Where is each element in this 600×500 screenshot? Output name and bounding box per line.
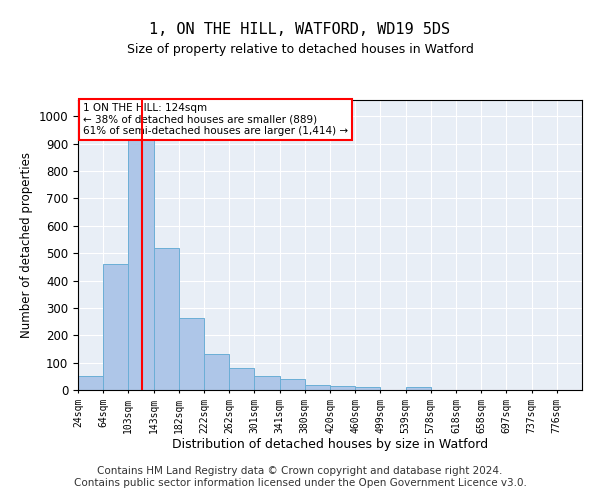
Bar xyxy=(229,368,254,390)
Bar xyxy=(330,386,355,390)
Bar xyxy=(355,388,380,390)
Bar xyxy=(406,388,431,390)
Bar xyxy=(179,318,204,390)
Y-axis label: Number of detached properties: Number of detached properties xyxy=(20,152,33,338)
Bar xyxy=(128,116,154,390)
Bar xyxy=(154,248,179,390)
Bar xyxy=(280,379,305,390)
Text: 1 ON THE HILL: 124sqm
← 38% of detached houses are smaller (889)
61% of semi-det: 1 ON THE HILL: 124sqm ← 38% of detached … xyxy=(83,103,348,136)
Bar xyxy=(254,376,280,390)
Bar xyxy=(103,264,128,390)
Text: 1, ON THE HILL, WATFORD, WD19 5DS: 1, ON THE HILL, WATFORD, WD19 5DS xyxy=(149,22,451,38)
Text: Contains HM Land Registry data © Crown copyright and database right 2024.
Contai: Contains HM Land Registry data © Crown c… xyxy=(74,466,526,487)
X-axis label: Distribution of detached houses by size in Watford: Distribution of detached houses by size … xyxy=(172,438,488,452)
Text: Size of property relative to detached houses in Watford: Size of property relative to detached ho… xyxy=(127,42,473,56)
Bar xyxy=(305,384,330,390)
Bar xyxy=(204,354,229,390)
Bar xyxy=(78,376,103,390)
